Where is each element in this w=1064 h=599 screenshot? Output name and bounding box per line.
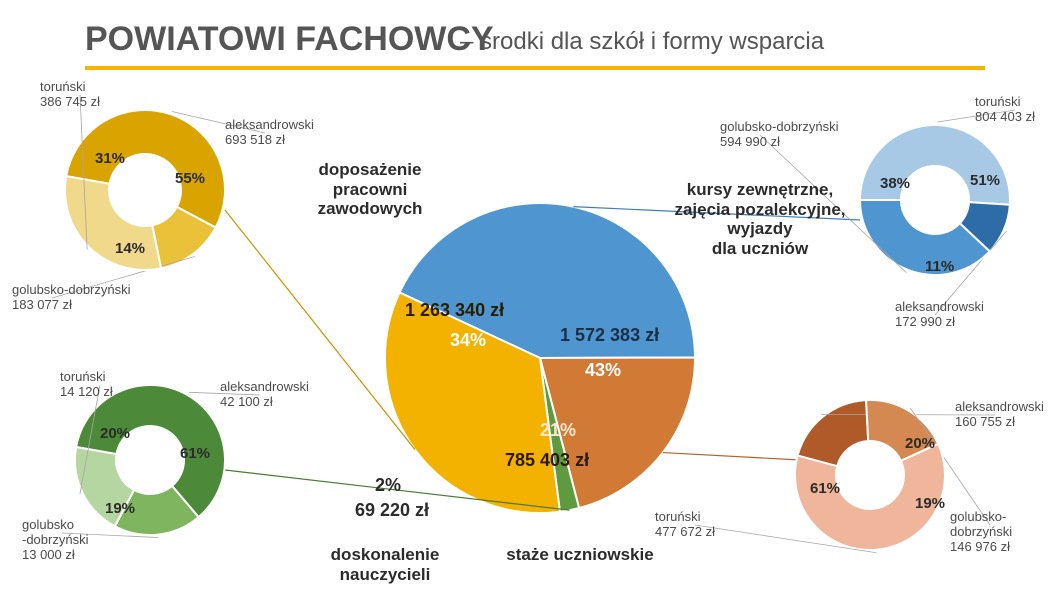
donut-staze-pct-golubsko: 19% bbox=[915, 495, 945, 512]
donut-doskon-pct-aleksandrowski: 61% bbox=[180, 445, 210, 462]
cat-title-kursy: kursy zewnętrzne,zajęcia pozalekcyjne,wy… bbox=[660, 180, 860, 258]
donut-doskon-pct-golubsko: 19% bbox=[105, 500, 135, 517]
center-amount-doskon: 69 220 zł bbox=[355, 500, 429, 521]
donut-kursy-slice-torunski bbox=[860, 125, 1010, 205]
donut-kursy-pct-torunski: 51% bbox=[970, 172, 1000, 189]
donut-doposaz-pct-torunski: 31% bbox=[95, 150, 125, 167]
donut-kursy-label-torunski: toruński804 403 zł bbox=[975, 95, 1035, 125]
center-pct-kursy: 43% bbox=[585, 360, 621, 381]
center-amount-kursy: 1 572 383 zł bbox=[560, 325, 659, 346]
donut-doposaz-label-torunski: toruński386 745 zł bbox=[40, 80, 100, 110]
donut-staze-label-aleksandrowski: aleksandrowski160 755 zł bbox=[955, 400, 1044, 430]
donut-staze-slice-aleksandrowski bbox=[798, 400, 869, 466]
donut-kursy-pct-golubsko: 38% bbox=[880, 175, 910, 192]
cat-title-staze: staże uczniowskie bbox=[490, 545, 670, 565]
center-pct-staze: 21% bbox=[540, 420, 576, 441]
center-pct-doposaz: 34% bbox=[450, 330, 486, 351]
donut-staze-label-torunski: toruński477 672 zł bbox=[655, 510, 715, 540]
center-amount-doposaz: 1 263 340 zł bbox=[405, 300, 504, 321]
center-pct-doskon: 2% bbox=[375, 475, 401, 496]
cat-title-doposaz: doposażeniepracownizawodowych bbox=[280, 160, 460, 219]
leader-line bbox=[663, 453, 800, 460]
donut-doskon-pct-torunski: 20% bbox=[100, 425, 130, 442]
cat-title-doskon: doskonalenienauczycieli bbox=[300, 545, 470, 584]
center-amount-staze: 785 403 zł bbox=[505, 450, 589, 471]
leader-line bbox=[225, 210, 415, 450]
donut-doposaz-slice-torunski bbox=[65, 176, 161, 270]
donut-doposaz-pct-golubsko: 14% bbox=[115, 240, 145, 257]
donut-doposaz-label-aleksandrowski: aleksandrowski693 518 zł bbox=[225, 118, 314, 148]
donut-kursy-label-aleksandrowski: aleksandrowski172 990 zł bbox=[895, 300, 984, 330]
donut-doposaz-pct-aleksandrowski: 55% bbox=[175, 170, 205, 187]
donut-doskon-label-torunski: toruński14 120 zł bbox=[60, 370, 113, 400]
donut-staze-pct-aleksandrowski: 20% bbox=[905, 435, 935, 452]
donut-staze-label-golubsko: golubsko-dobrzyński146 976 zł bbox=[950, 510, 1064, 555]
donut-kursy-label-golubsko: golubsko-dobrzyński594 990 zł bbox=[720, 120, 839, 150]
donut-doskon-label-aleksandrowski: aleksandrowski42 100 zł bbox=[220, 380, 309, 410]
donut-doposaz-label-golubsko: golubsko-dobrzyński183 077 zł bbox=[12, 283, 131, 313]
donut-kursy-pct-aleksandrowski: 11% bbox=[925, 258, 954, 275]
donut-doskon-label-golubsko: golubsko-dobrzyński13 000 zł bbox=[22, 518, 88, 563]
donut-staze-pct-torunski: 61% bbox=[810, 480, 840, 497]
